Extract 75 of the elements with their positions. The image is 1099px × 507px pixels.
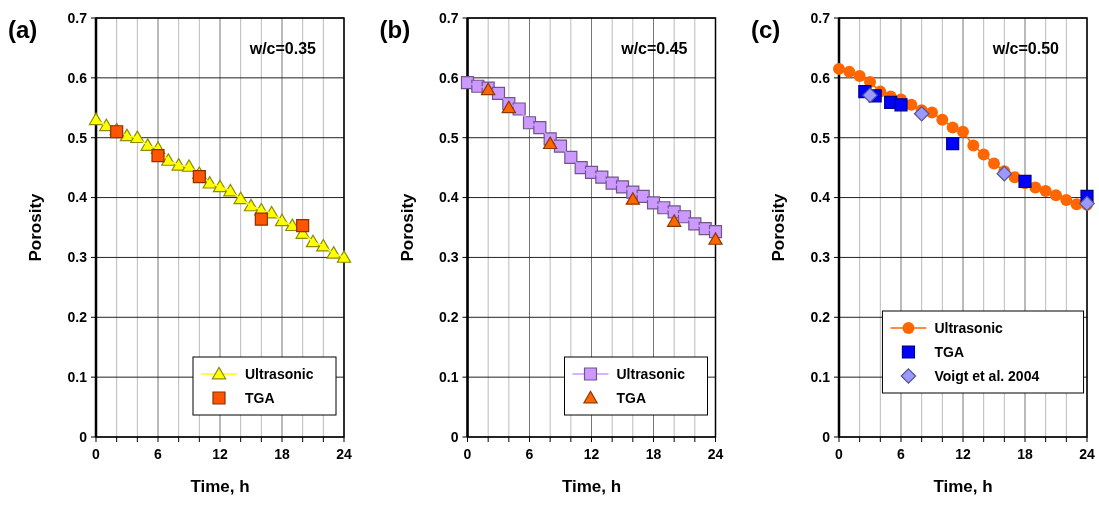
y-axis-title: Porosity [769, 192, 788, 262]
legend-label: TGA [616, 389, 647, 406]
y-tick-label: 0.5 [67, 129, 88, 146]
y-tick-label: 0.3 [67, 249, 88, 266]
y-tick-label: 0.7 [67, 9, 88, 26]
y-tick-label: 0.4 [810, 189, 831, 206]
y-tick-label: 0.5 [810, 129, 831, 146]
x-tick-label: 6 [897, 446, 906, 462]
point [542, 136, 558, 150]
point [862, 87, 878, 104]
chart-title: (a) [8, 16, 38, 43]
x-tick-label: 18 [274, 446, 290, 462]
point [894, 98, 908, 112]
y-tick-label: 0.5 [439, 129, 459, 146]
y-tick-label: 0 [79, 428, 88, 445]
point [996, 165, 1013, 182]
y-tick-label: 0 [822, 428, 831, 445]
annotation: w/c=0.35 [248, 40, 317, 57]
y-tick-label: 0.2 [67, 309, 88, 326]
y-tick-label: 0.1 [67, 369, 88, 386]
legend-label: Voigt et al. 2004 [934, 367, 1040, 384]
legend-label: Ultrasonic [934, 319, 1004, 336]
y-tick-label: 0 [450, 428, 459, 445]
y-tick-label: 0.6 [67, 69, 88, 86]
point [326, 246, 341, 259]
y-axis-title: Porosity [26, 192, 45, 262]
x-tick-label: 24 [336, 446, 352, 462]
y-tick-label: 0.6 [439, 69, 459, 86]
x-tick-label: 12 [955, 446, 971, 462]
y-tick-label: 0.2 [810, 309, 831, 326]
legend-label: TGA [934, 343, 965, 360]
x-tick-label: 24 [707, 446, 724, 462]
point [192, 170, 206, 184]
x-tick-label: 18 [1017, 446, 1033, 462]
chart-title: (b) [379, 16, 411, 43]
y-tick-label: 0.1 [810, 369, 831, 386]
y-tick-label: 0.4 [439, 189, 459, 206]
point [833, 62, 845, 75]
point [316, 238, 331, 252]
point [666, 214, 682, 227]
annotation: w/c=0.45 [620, 40, 688, 57]
y-tick-label: 0.7 [439, 9, 459, 26]
x-tick-label: 24 [1079, 446, 1095, 462]
chart-title: (c) [751, 16, 781, 43]
x-tick-label: 18 [645, 446, 662, 462]
y-tick-label: 0.7 [810, 9, 831, 26]
point [296, 219, 310, 233]
y-tick-label: 0.3 [810, 249, 831, 266]
x-tick-label: 12 [212, 446, 228, 462]
x-tick-label: 6 [525, 446, 534, 462]
x-tick-label: 6 [154, 446, 163, 462]
point [151, 149, 165, 163]
legend-label: TGA [245, 389, 275, 406]
x-axis-title: Time, h [561, 477, 622, 496]
x-tick-label: 0 [92, 446, 101, 462]
y-tick-label: 0.6 [810, 69, 831, 86]
legend-label: Ultrasonic [616, 365, 686, 382]
point [625, 192, 641, 205]
point [913, 105, 930, 122]
x-tick-label: 12 [583, 446, 600, 462]
y-tick-label: 0.3 [439, 249, 459, 266]
y-axis-title: Porosity [397, 192, 417, 262]
annotation: w/c=0.50 [991, 40, 1060, 57]
y-tick-label: 0.4 [67, 189, 88, 206]
point [254, 212, 268, 226]
y-tick-label: 0.2 [439, 309, 459, 326]
x-tick-label: 0 [835, 446, 844, 462]
y-tick-label: 0.1 [439, 369, 459, 386]
point [946, 137, 960, 151]
x-axis-title: Time, h [933, 477, 993, 496]
x-tick-label: 0 [463, 446, 472, 462]
legend-label: Ultrasonic [245, 365, 314, 382]
point [708, 232, 723, 245]
point [336, 250, 352, 263]
x-axis-title: Time, h [190, 477, 250, 496]
